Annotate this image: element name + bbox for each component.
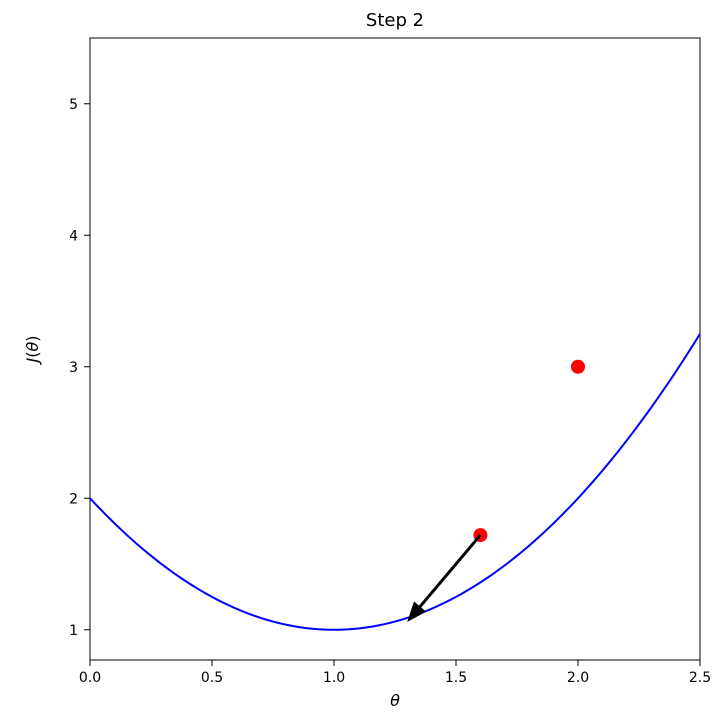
x-tick-label: 1.0: [323, 670, 345, 686]
x-tick-label: 1.5: [445, 670, 467, 686]
chart-container: 0.0 0.5 1.0 1.5 2.0 2.5 1 2 3 4 5 Step 2 θ J(θ): [0, 0, 720, 720]
y-tick-label: 5: [69, 97, 78, 113]
y-tick-label: 2: [69, 491, 78, 507]
x-tick-label: 2.5: [689, 670, 711, 686]
y-axis-label: J(θ): [23, 335, 42, 365]
y-ticks: 1 2 3 4 5: [69, 97, 90, 639]
data-point: [571, 360, 585, 374]
y-tick-label: 1: [69, 623, 78, 639]
x-tick-label: 0.0: [79, 670, 101, 686]
x-axis-label: θ: [390, 691, 400, 710]
y-tick-label: 3: [69, 360, 78, 376]
x-tick-label: 0.5: [201, 670, 223, 686]
y-tick-label: 4: [69, 228, 78, 244]
chart-title: Step 2: [366, 10, 424, 31]
x-ticks: 0.0 0.5 1.0 1.5 2.0 2.5: [79, 660, 711, 686]
chart-svg: 0.0 0.5 1.0 1.5 2.0 2.5 1 2 3 4 5 Step 2 θ J(θ): [0, 0, 720, 720]
gradient-arrow: [407, 535, 480, 622]
x-tick-label: 2.0: [567, 670, 589, 686]
plot-border: [90, 38, 700, 660]
parabola-curve: [90, 334, 700, 630]
data-points: [473, 360, 585, 542]
